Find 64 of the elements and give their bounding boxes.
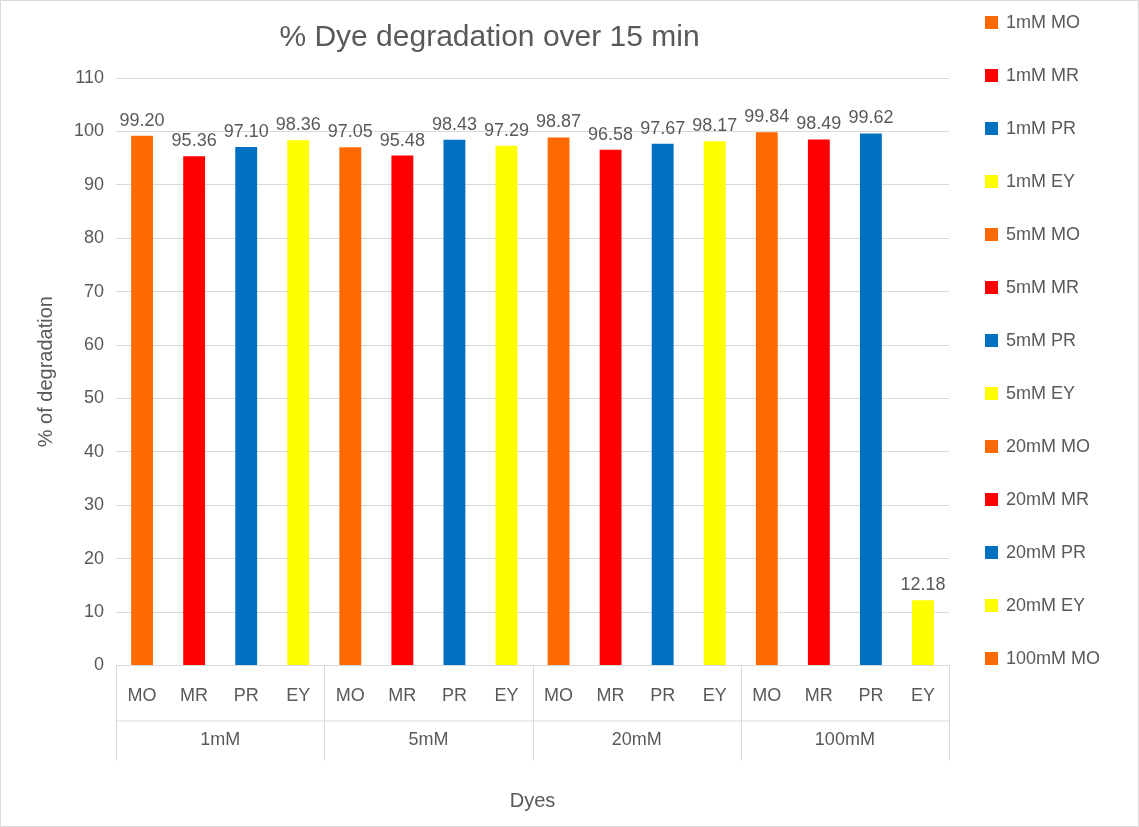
data-label: 98.36 [275, 114, 321, 135]
y-tick-label: 80 [84, 227, 105, 248]
y-tick-label: 0 [94, 654, 105, 675]
x-tick-label: MO [127, 685, 157, 706]
y-tick-label: 30 [84, 494, 105, 515]
x-tick-label: EY [286, 685, 311, 706]
legend-label: 5mM MO [1006, 224, 1080, 245]
legend-label: 100mM MO [1006, 648, 1101, 669]
data-label: 96.58 [588, 123, 634, 144]
data-label: 12.18 [900, 574, 946, 595]
legend-label: 1mM PR [1006, 118, 1077, 139]
data-label: 97.67 [640, 117, 686, 138]
data-label: 97.05 [327, 121, 373, 142]
x-tick-label: EY [494, 685, 519, 706]
legend-label: 20mM MR [1006, 489, 1090, 510]
legend-label: 20mM EY [1006, 595, 1086, 616]
data-label: 98.17 [692, 115, 738, 136]
legend-label: 5mM MR [1006, 277, 1079, 298]
y-tick-label: 50 [84, 387, 105, 408]
data-label: 97.10 [223, 120, 269, 141]
legend-label: 1mM MR [1006, 65, 1079, 86]
text: 20mM [611, 729, 662, 750]
y-tick-label: 110 [75, 66, 105, 87]
data-label: 97.29 [483, 119, 530, 140]
text: 100mM [814, 729, 875, 750]
chart-title: % Dye degradation over 15 min [279, 19, 700, 53]
y-tick-label: 10 [84, 600, 105, 621]
text: 1mM [200, 729, 241, 750]
x-tick-label: MR [388, 685, 417, 706]
x-tick-label: PR [441, 685, 467, 706]
x-tick-label: EY [702, 685, 727, 706]
x-tick-label: PR [858, 685, 884, 706]
x-tick-label: PR [650, 685, 676, 706]
legend-label: 1mM EY [1006, 171, 1076, 192]
legend-label: 5mM EY [1006, 383, 1076, 404]
legend-label: 20mM MO [1006, 436, 1091, 457]
x-tick-label: MO [335, 685, 365, 706]
x-tick-label: PR [233, 685, 259, 706]
x-tick-label: MO [752, 685, 782, 706]
x-tick-label: MR [804, 685, 833, 706]
y-tick-label: 70 [84, 280, 105, 301]
data-label: 95.48 [379, 129, 425, 150]
data-label: 99.62 [848, 107, 894, 128]
x-tick-label: MO [544, 685, 574, 706]
data-label: 98.49 [796, 113, 842, 134]
y-tick-label: 90 [84, 173, 105, 194]
text: 5mM [408, 729, 449, 750]
x-axis-title: Dyes [509, 788, 556, 811]
data-label: 98.87 [536, 111, 582, 132]
data-label: 95.36 [171, 130, 217, 151]
legend-label: 1mM MO [1006, 12, 1080, 33]
y-axis-title: % of degradation [33, 296, 56, 448]
data-label: 98.43 [431, 113, 477, 134]
y-tick-label: 20 [84, 547, 105, 568]
y-tick-label: 100 [73, 120, 105, 141]
data-label: 99.84 [744, 106, 790, 127]
y-tick-label: 60 [84, 333, 105, 354]
x-tick-label: MR [180, 685, 209, 706]
data-label: 99.20 [119, 109, 165, 130]
x-tick-label: EY [910, 685, 935, 706]
legend-label: 5mM PR [1006, 330, 1077, 351]
y-tick-label: 40 [84, 440, 105, 461]
legend-label: 20mM PR [1006, 542, 1087, 563]
x-tick-label: MR [596, 685, 625, 706]
